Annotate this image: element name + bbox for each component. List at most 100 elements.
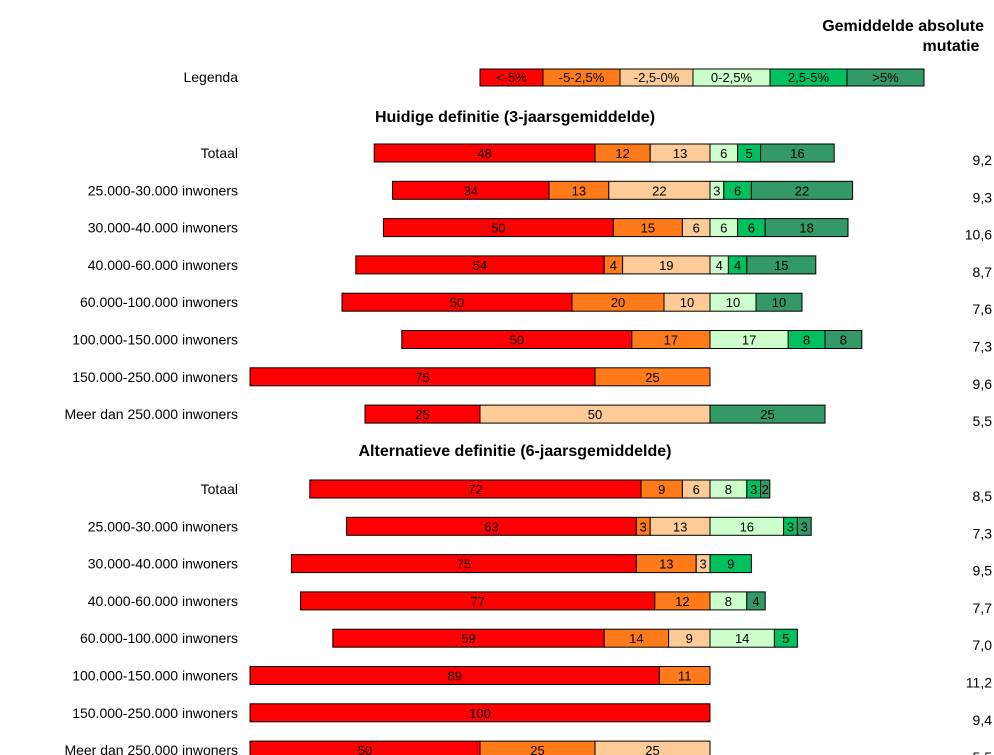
mutation-value: 7,6 bbox=[973, 301, 993, 317]
segment-label: 34 bbox=[464, 183, 478, 198]
segment-label: 22 bbox=[795, 183, 809, 198]
bar-segment bbox=[594, 367, 711, 387]
segment-label: 3 bbox=[787, 519, 794, 534]
row-label: 100.000-150.000 inwoners bbox=[72, 668, 238, 684]
segment-label: 25 bbox=[760, 407, 774, 422]
legend-label: >5% bbox=[872, 70, 899, 85]
chart-row: Meer dan 250.000 inwoners 5,5 50 25 25 bbox=[64, 740, 993, 755]
segment-label: 2 bbox=[762, 482, 769, 497]
segment-label: 17 bbox=[742, 333, 756, 348]
bar-segment bbox=[249, 703, 711, 723]
segment-label: 14 bbox=[629, 631, 643, 646]
segment-label: 13 bbox=[659, 557, 673, 572]
segment-label: 17 bbox=[664, 333, 678, 348]
row-label: 150.000-250.000 inwoners bbox=[72, 705, 238, 721]
segment-label: 6 bbox=[693, 221, 700, 236]
segment-label: 11 bbox=[678, 669, 692, 684]
segment-label: 3 bbox=[801, 519, 808, 534]
row-label: Totaal bbox=[201, 481, 238, 497]
bar-segment bbox=[746, 255, 817, 275]
segment-label: 50 bbox=[358, 743, 372, 755]
legend-label: 0-2,5% bbox=[711, 70, 753, 85]
chart-row: 25.000-30.000 inwoners 9,3 34 13 22 3 6 22 bbox=[88, 180, 992, 205]
mutation-value: 5,5 bbox=[973, 413, 993, 429]
segment-label: 19 bbox=[659, 258, 673, 273]
segment-label: 3 bbox=[640, 519, 647, 534]
mutation-value: 7,3 bbox=[973, 525, 993, 541]
segment-label: 8 bbox=[725, 594, 732, 609]
chart-row: 30.000-40.000 inwoners 10,6 50 15 6 6 6 18 bbox=[88, 218, 992, 243]
segment-label: 75 bbox=[457, 557, 471, 572]
mutation-value: 8,7 bbox=[973, 264, 993, 280]
segment-label: 25 bbox=[645, 370, 659, 385]
segment-label: 4 bbox=[734, 258, 741, 273]
segment-label: 50 bbox=[510, 333, 524, 348]
chart-row: 60.000-100.000 inwoners 7,0 59 14 9 14 5 bbox=[80, 628, 992, 653]
row-label: 30.000-40.000 inwoners bbox=[88, 556, 238, 572]
segment-label: 12 bbox=[675, 594, 689, 609]
segment-label: 63 bbox=[484, 519, 498, 534]
bar-segment bbox=[755, 292, 803, 312]
segment-label: 25 bbox=[645, 743, 659, 755]
bar-segment bbox=[658, 666, 711, 685]
chart-rows: Huidige definitie (3-jaarsgemiddelde) Tot… bbox=[64, 109, 992, 755]
legend-label: <-5% bbox=[496, 70, 527, 85]
segment-label: 4 bbox=[716, 258, 723, 273]
segment-label: 8 bbox=[840, 333, 847, 348]
row-label: 40.000-60.000 inwoners bbox=[88, 593, 238, 609]
segment-label: 16 bbox=[740, 519, 754, 534]
segment-label: 89 bbox=[447, 669, 461, 684]
mutation-value: 9,4 bbox=[973, 712, 993, 728]
segment-label: 48 bbox=[477, 146, 491, 161]
segment-label: 75 bbox=[415, 370, 429, 385]
segment-label: 22 bbox=[652, 183, 666, 198]
mutation-value: 5,5 bbox=[973, 749, 993, 755]
row-label: 25.000-30.000 inwoners bbox=[88, 518, 238, 534]
chart-row: Totaal 9,2 48 12 13 6 5 16 bbox=[201, 143, 992, 168]
row-label: 60.000-100.000 inwoners bbox=[80, 294, 238, 310]
mutation-value: 7,7 bbox=[973, 600, 993, 616]
segment-label: 10 bbox=[680, 295, 694, 310]
segment-label: 9 bbox=[658, 482, 665, 497]
segment-label: 3 bbox=[713, 183, 720, 198]
chart-row: 25.000-30.000 inwoners 7,363 3 13 16 3 3 bbox=[88, 516, 993, 541]
segment-label: 6 bbox=[693, 482, 700, 497]
mutation-value: 7,3 bbox=[973, 339, 993, 355]
mutation-header-line-2: mutatie bbox=[923, 38, 980, 55]
chart-row: 40.000-60.000 inwoners 8,754 4 19 4 4 15 bbox=[88, 255, 993, 280]
segment-label: 10 bbox=[726, 295, 740, 310]
segment-label: 6 bbox=[720, 221, 727, 236]
segment-label: 50 bbox=[450, 295, 464, 310]
segment-label: 13 bbox=[572, 183, 586, 198]
mutation-value: 9,5 bbox=[973, 563, 993, 579]
segment-label: 8 bbox=[803, 333, 810, 348]
chart-row: Meer dan 250.000 inwoners 5,5 25 50 25 bbox=[64, 404, 993, 429]
legend-label: 2,5-5% bbox=[788, 70, 830, 85]
segment-label: 13 bbox=[673, 146, 687, 161]
segment-label: 15 bbox=[774, 258, 788, 273]
segment-label: 3 bbox=[750, 482, 757, 497]
segment-label: 5 bbox=[782, 631, 789, 646]
segment-label: 72 bbox=[468, 482, 482, 497]
segment-label: 16 bbox=[790, 146, 804, 161]
bar-segment bbox=[760, 143, 835, 163]
segment-label: 4 bbox=[610, 258, 617, 273]
mutation-value: 9,6 bbox=[973, 376, 993, 392]
chart-row: 100.000-150.000 inwoners 7,3 50 17 17 8 8 bbox=[72, 330, 993, 355]
chart-row: 150.000-250.000 inwoners 9,6 75 25 bbox=[72, 367, 993, 392]
mutation-value: 10,6 bbox=[965, 227, 992, 243]
segment-label: 100 bbox=[469, 706, 491, 721]
row-label: 25.000-30.000 inwoners bbox=[88, 182, 238, 198]
legend: Legenda <-5% -5-2,5% -2,5-0% 0-2,5% 2,5-5% >5% bbox=[183, 68, 925, 87]
bar-segment bbox=[796, 516, 812, 536]
row-label: 30.000-40.000 inwoners bbox=[88, 220, 238, 236]
bar-segment bbox=[824, 330, 863, 349]
legend-label: -2,5-0% bbox=[634, 70, 680, 85]
chart-row: 100.000-150.000 inwoners 11,2 89 11 bbox=[72, 666, 992, 691]
chart-row: 30.000-40.000 inwoners 9,5 75 13 3 9 bbox=[88, 554, 993, 579]
segment-label: 12 bbox=[615, 146, 629, 161]
segment-label: 77 bbox=[470, 594, 484, 609]
segment-label: 9 bbox=[686, 631, 693, 646]
bar-segment bbox=[750, 180, 854, 200]
segment-label: 59 bbox=[461, 631, 475, 646]
